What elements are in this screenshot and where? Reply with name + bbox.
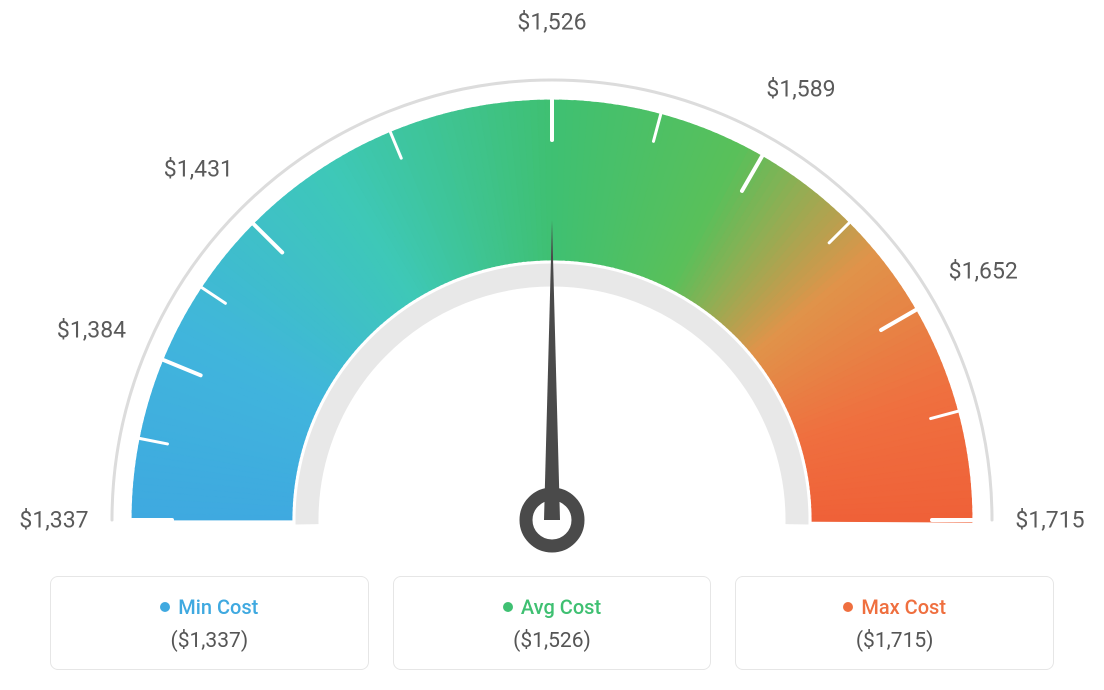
- legend-row: Min Cost ($1,337) Avg Cost ($1,526) Max Cost…: [50, 576, 1054, 670]
- gauge-tick-label: $1,715: [1015, 507, 1084, 534]
- gauge-tick-label: $1,431: [164, 156, 233, 183]
- legend-title: Avg Cost: [521, 595, 601, 619]
- legend-value: ($1,337): [61, 629, 358, 653]
- gauge-tick-label: $1,589: [766, 75, 835, 102]
- legend-dot-icon: [503, 602, 513, 612]
- gauge-tick-label: $1,337: [19, 507, 88, 534]
- legend-title: Max Cost: [861, 595, 946, 619]
- gauge-chart: $1,337 $1,384 $1,431 $1,526 $1,589 $1,652 $1,7…: [0, 0, 1104, 560]
- gauge-tick-label: $1,384: [57, 317, 126, 344]
- legend-dot-icon: [843, 602, 853, 612]
- gauge-tick-label: $1,652: [949, 258, 1018, 285]
- legend-dot-icon: [160, 602, 170, 612]
- legend-value: ($1,526): [404, 629, 701, 653]
- gauge-tick-label: $1,526: [517, 9, 586, 36]
- legend-title: Min Cost: [178, 595, 258, 619]
- legend-card-max: Max Cost ($1,715): [735, 576, 1054, 670]
- legend-title-row: Max Cost: [746, 595, 1043, 619]
- legend-value: ($1,715): [746, 629, 1043, 653]
- legend-title-row: Avg Cost: [404, 595, 701, 619]
- legend-title-row: Min Cost: [61, 595, 358, 619]
- legend-card-avg: Avg Cost ($1,526): [393, 576, 712, 670]
- legend-card-min: Min Cost ($1,337): [50, 576, 369, 670]
- gauge-svg: [0, 0, 1104, 560]
